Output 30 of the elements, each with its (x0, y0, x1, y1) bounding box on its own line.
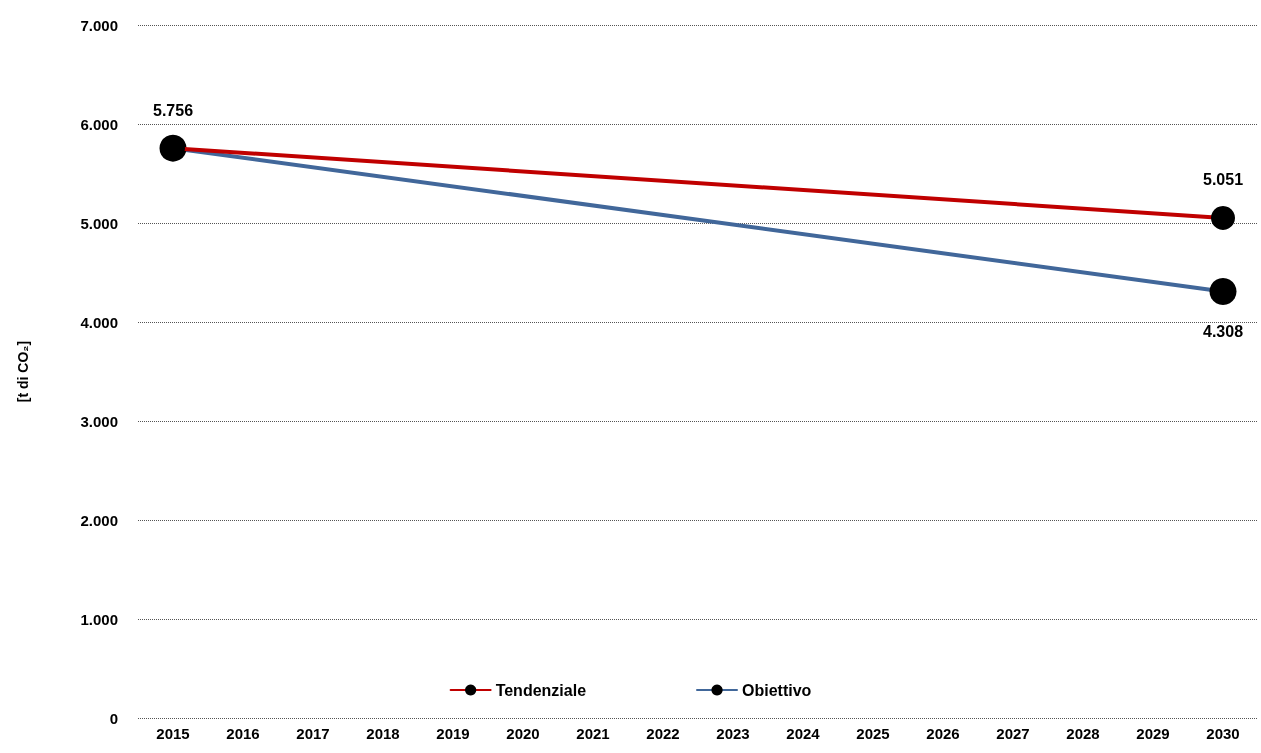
data-label: 5.756 (152, 101, 194, 119)
x-tick-label: 2019 (436, 725, 470, 742)
x-tick-label: 2017 (296, 725, 330, 742)
y-tick-label: 3.000 (80, 412, 118, 430)
y-tick-label: 5.000 (80, 214, 118, 232)
legend-label: Tendenziale (495, 681, 587, 699)
x-tick-label: 2029 (1136, 725, 1170, 742)
x-tick-label: 2023 (716, 725, 750, 742)
y-tick-label: 4.000 (80, 313, 118, 331)
x-tick-label: 2020 (506, 725, 540, 742)
x-tick-label: 2030 (1206, 725, 1240, 742)
x-tick-label: 2021 (576, 725, 610, 742)
y-tick-label: 6.000 (80, 115, 118, 133)
y-tick-label: 0 (109, 709, 118, 727)
x-tick-label: 2028 (1066, 725, 1100, 742)
y-tick-label: 1.000 (80, 610, 118, 628)
x-tick-label: 2022 (646, 725, 680, 742)
x-tick-label: 2027 (996, 725, 1030, 742)
x-tick-label: 2016 (226, 725, 260, 742)
x-tick-label: 2018 (366, 725, 400, 742)
x-tick-label: 2024 (786, 725, 821, 742)
x-tick-label: 2025 (856, 725, 890, 742)
x-tick-label: 2015 (156, 725, 190, 742)
data-label: 4.308 (1202, 322, 1244, 340)
y-axis-title: [t di CO₂] (15, 340, 31, 403)
x-tick-label: 2026 (926, 725, 960, 742)
data-label: 5.051 (1202, 171, 1244, 189)
legend-label: Obiettivo (742, 681, 812, 699)
y-tick-label: 7.000 (80, 16, 118, 34)
y-tick-label: 2.000 (80, 511, 118, 529)
